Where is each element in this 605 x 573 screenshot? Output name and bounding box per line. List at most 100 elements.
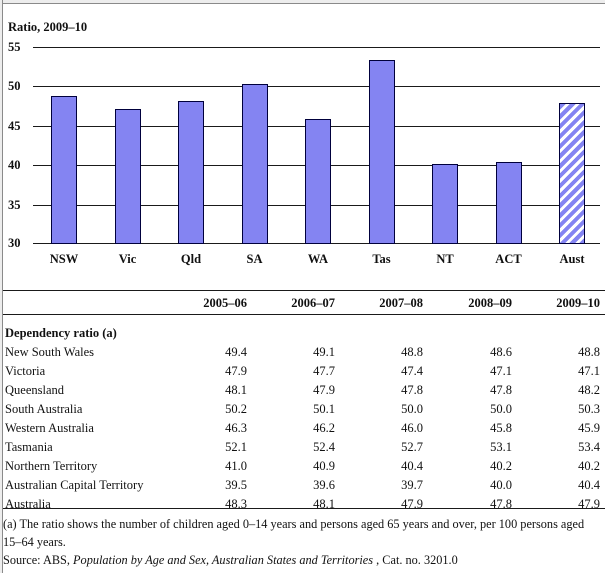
row-label: Western Australia [5,421,94,435]
chart-bar [305,119,331,244]
cell-value: 53.4 [578,440,600,454]
table-top-rule [3,290,605,291]
cell-value: 46.3 [225,421,247,435]
table-header-row: 2005–06 2006–07 2007–08 2008–09 2009–10 [5,294,600,312]
cell-value: 46.2 [313,421,335,435]
page-left-edge [0,0,3,573]
row-label: Australia [5,497,51,511]
cell-value: 40.2 [490,459,512,473]
header-spacer-cell [5,294,159,312]
y-axis-tick-label: 30 [8,236,21,250]
y-axis-tick-label: 40 [8,158,21,172]
cell-value: 40.4 [401,459,423,473]
gridline [33,86,600,87]
row-label: Queensland [5,383,65,397]
cell-value: 47.4 [401,364,423,378]
table-header-rule [3,314,605,315]
cell-value: 46.0 [401,421,423,435]
column-header: 2008–09 [468,296,512,310]
x-axis-tick-label: Vic [118,252,137,266]
cell-value: 50.0 [490,402,512,416]
cell-value: 45.9 [578,421,600,435]
source-prefix: Source: ABS, [3,553,74,567]
x-axis-tick-label: WA [307,252,329,266]
cell-value: 47.8 [490,383,512,397]
y-axis-tick-label: 55 [8,40,21,54]
cell-value: 48.6 [490,345,512,359]
cell-value: 47.9 [401,497,423,511]
notes-block: (a) The ratio shows the number of childr… [3,515,602,569]
cell-value: 48.8 [401,345,423,359]
x-axis-tick-label: NT [436,252,454,266]
column-header: 2007–08 [379,296,423,310]
table-row: Western Australia 46.3 46.2 46.0 45.8 45.9 [5,419,600,438]
cell-value: 52.7 [401,440,423,454]
chart-bar [432,164,458,244]
cell-value: 48.8 [578,345,600,359]
cell-value: 53.1 [490,440,512,454]
y-axis-tick-label: 35 [8,198,21,212]
table-row: Australia 48.3 48.1 47.9 47.8 47.9 [5,495,600,514]
row-label: Australian Capital Territory [5,478,144,492]
x-axis-tick-label: NSW [49,252,79,266]
cell-value: 50.2 [225,402,247,416]
table-row: Victoria 47.9 47.7 47.4 47.1 47.1 [5,362,600,381]
cell-value: 48.3 [225,497,247,511]
table-body: Dependency ratio (a) New South Wales 49.4 4… [5,324,600,514]
cell-value: 47.8 [401,383,423,397]
plot-area [33,47,600,244]
x-axis-tick-label: ACT [495,252,522,266]
cell-value: 49.4 [225,345,247,359]
table-bottom-rule [3,508,605,509]
chart-bar [241,84,268,244]
table-row: Northern Territory 41.0 40.9 40.4 40.2 40.2 [5,457,600,476]
source-publication-title: Population by Age and Sex, Australian St… [73,553,374,567]
cell-value: 40.0 [490,478,512,492]
chart-bar [368,60,395,244]
cell-value: 45.8 [490,421,512,435]
row-label: Tasmania [5,440,53,454]
cell-value: 47.7 [313,364,335,378]
table-row: New South Wales 49.4 49.1 48.8 48.6 48.8 [5,343,600,362]
source-line: Source: ABS, Population by Age and Sex, … [3,551,602,569]
table-row: Australian Capital Territory 39.5 39.6 39.7… [5,476,600,495]
cell-value: 47.9 [313,383,335,397]
chart-bar [495,162,522,244]
cell-value: 40.9 [313,459,335,473]
cell-value: 47.1 [490,364,512,378]
x-axis-tick-label: SA [246,252,263,266]
column-header: 2005–06 [203,296,247,310]
footnote-text: (a) The ratio shows the number of childr… [3,517,585,549]
cell-value: 39.6 [313,478,335,492]
page-top-edge [0,0,605,4]
source-suffix: , Cat. no. 3201.0 [373,553,458,567]
cell-value: 40.2 [578,459,600,473]
table-row: South Australia 50.2 50.1 50.0 50.0 50.3 [5,400,600,419]
cell-value: 47.1 [578,364,600,378]
y-axis-tick-label: 45 [8,119,21,133]
cell-value: 40.4 [578,478,600,492]
x-axis-tick-label: Qld [180,252,202,266]
cell-value: 49.1 [313,345,335,359]
cell-value: 48.2 [578,383,600,397]
table-section-label: Dependency ratio (a) [5,326,117,340]
row-label: South Australia [5,402,83,416]
chart-bar [114,109,141,244]
chart-bar-hatched [559,103,585,244]
cell-value: 39.7 [401,478,423,492]
cell-value: 41.0 [225,459,247,473]
row-label: Northern Territory [5,459,98,473]
cell-value: 52.1 [225,440,247,454]
cell-value: 52.4 [313,440,335,454]
chart-title: Ratio, 2009–10 [8,20,88,34]
column-header: 2006–07 [291,296,335,310]
column-header: 2009–10 [556,296,600,310]
cell-value: 48.1 [313,497,335,511]
chart-bar [178,101,204,244]
cell-value: 50.3 [578,402,600,416]
x-axis-tick-label: Aust [559,252,585,266]
y-axis-tick-label: 50 [8,79,21,93]
table-row: Tasmania 52.1 52.4 52.7 53.1 53.4 [5,438,600,457]
gridline [33,47,600,48]
row-label: New South Wales [5,345,95,359]
